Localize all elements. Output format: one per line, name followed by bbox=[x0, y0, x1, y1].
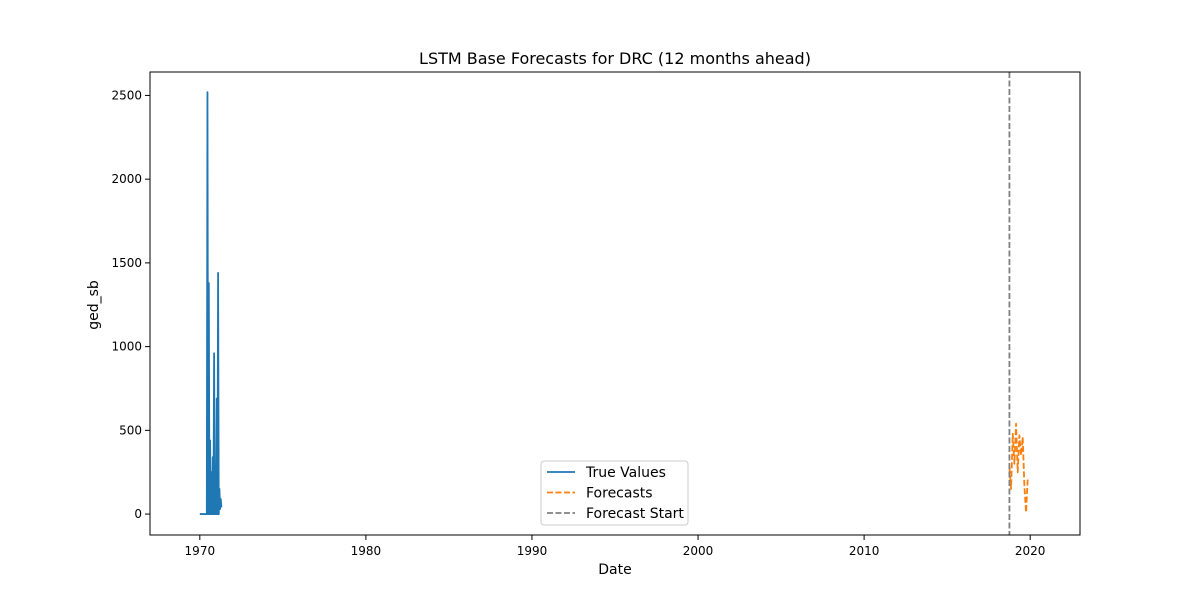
legend-label-forecasts: Forecasts bbox=[586, 486, 653, 502]
legend: True Values Forecasts Forecast Start bbox=[540, 460, 689, 526]
x-tick-label: 1990 bbox=[517, 544, 548, 558]
x-tick-label: 1970 bbox=[185, 544, 216, 558]
series-line-forecasts bbox=[1008, 422, 1029, 514]
axes-frame bbox=[149, 71, 1081, 536]
chart-title: LSTM Base Forecasts for DRC (12 months a… bbox=[419, 49, 811, 68]
x-tick-label: 2010 bbox=[849, 544, 880, 558]
y-axis-label: ged_sb bbox=[86, 280, 102, 330]
y-tick-label: 2500 bbox=[111, 88, 142, 102]
plot-area bbox=[199, 72, 1029, 535]
y-tick-label: 500 bbox=[119, 423, 142, 437]
series-group bbox=[199, 72, 1029, 535]
x-tick-label: 2020 bbox=[1015, 544, 1046, 558]
legend-label-forecast-start: Forecast Start bbox=[586, 506, 684, 522]
y-tick-label: 0 bbox=[134, 507, 142, 521]
x-tick-label: 1980 bbox=[351, 544, 382, 558]
x-axis-label: Date bbox=[598, 562, 631, 578]
legend-box bbox=[540, 460, 689, 526]
legend-label-true-values: True Values bbox=[585, 465, 666, 481]
y-tick-label: 1500 bbox=[111, 256, 142, 270]
y-tick-label: 2000 bbox=[111, 172, 142, 186]
axes: 1970 1980 1990 2000 2010 2020 0 500 1000 1500 2000… bbox=[111, 71, 1081, 558]
x-tick-label: 2000 bbox=[683, 544, 714, 558]
y-tick-label: 1000 bbox=[111, 340, 142, 354]
series-line-true-values bbox=[199, 91, 223, 515]
